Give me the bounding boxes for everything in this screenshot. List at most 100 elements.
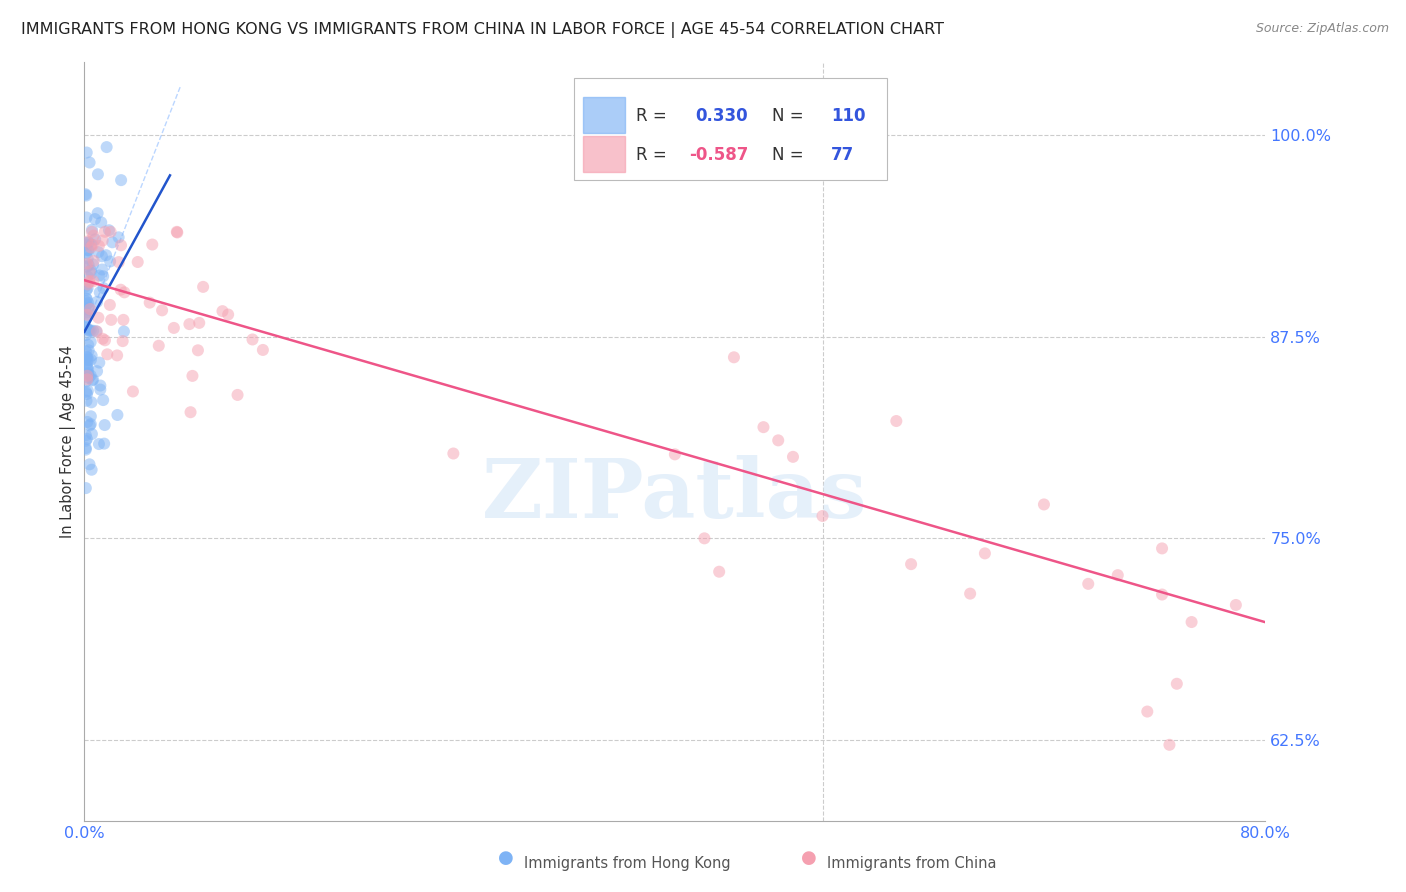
Point	[148, 339, 170, 353]
Point	[75, 428, 97, 442]
Point	[80, 223, 103, 237]
Point	[87, 167, 110, 181]
Point	[141, 237, 163, 252]
Point	[77, 352, 100, 367]
Point	[77, 296, 100, 310]
Point	[76, 393, 98, 408]
Point	[75, 188, 97, 202]
Point	[83, 254, 105, 268]
Point	[84, 324, 107, 338]
Text: ●: ●	[498, 849, 515, 867]
Point	[91, 269, 114, 284]
Point	[80, 417, 103, 431]
Point	[75, 235, 97, 250]
Point	[90, 215, 112, 229]
Point	[188, 316, 211, 330]
Text: ZIPatlas: ZIPatlas	[482, 455, 868, 534]
Point	[89, 378, 111, 392]
Point	[75, 441, 97, 455]
Point	[150, 303, 173, 318]
Point	[98, 223, 121, 237]
Point	[76, 252, 98, 266]
Point	[79, 301, 101, 316]
Point	[80, 349, 103, 363]
Point	[76, 281, 98, 295]
Point	[98, 254, 121, 268]
Point	[79, 264, 101, 278]
Point	[75, 310, 97, 325]
Point	[100, 313, 122, 327]
Text: Source: ZipAtlas.com: Source: ZipAtlas.com	[1256, 22, 1389, 36]
Point	[886, 414, 908, 428]
Point	[79, 418, 101, 433]
Point	[1166, 677, 1188, 691]
Point	[76, 269, 98, 284]
Text: N =: N =	[772, 146, 808, 164]
Point	[91, 332, 114, 346]
Point	[900, 557, 922, 571]
Point	[166, 226, 188, 240]
Point	[77, 322, 100, 336]
Point	[94, 248, 117, 262]
Point	[76, 415, 98, 429]
Point	[187, 343, 209, 358]
Point	[91, 234, 114, 248]
Point	[79, 155, 101, 169]
Point	[86, 206, 108, 220]
Point	[75, 442, 97, 457]
Point	[77, 371, 100, 385]
Point	[101, 235, 124, 250]
Point	[75, 237, 97, 252]
Point	[75, 291, 97, 305]
Point	[75, 305, 97, 319]
Point	[93, 436, 115, 450]
Text: 110: 110	[831, 106, 865, 125]
Point	[80, 323, 103, 337]
Point	[80, 266, 103, 280]
Point	[75, 350, 97, 364]
Text: Immigrants from China: Immigrants from China	[827, 856, 997, 871]
Point	[179, 317, 201, 331]
Point	[75, 384, 97, 399]
Point	[959, 586, 981, 600]
Point	[80, 352, 103, 367]
Point	[107, 255, 129, 269]
Point	[91, 262, 114, 277]
Point	[94, 333, 117, 347]
Point	[76, 145, 98, 160]
Point	[782, 450, 804, 464]
Point	[93, 417, 115, 432]
Point	[75, 344, 97, 359]
Point	[98, 298, 121, 312]
Point	[974, 546, 997, 560]
Point	[76, 372, 98, 386]
Point	[89, 285, 111, 300]
Point	[122, 384, 145, 399]
Point	[75, 293, 97, 308]
Point	[89, 268, 111, 283]
FancyBboxPatch shape	[582, 136, 626, 172]
Point	[76, 361, 98, 376]
Point	[77, 235, 100, 250]
Point	[91, 393, 114, 408]
Point	[82, 237, 104, 252]
Point	[77, 368, 100, 382]
Point	[75, 328, 97, 343]
Point	[664, 447, 686, 461]
Point	[80, 463, 103, 477]
Text: R =: R =	[636, 106, 672, 125]
Point	[107, 230, 129, 244]
Text: ●: ●	[800, 849, 817, 867]
Point	[76, 283, 98, 297]
Point	[76, 353, 98, 368]
Point	[1136, 705, 1159, 719]
Point	[75, 279, 97, 293]
Point	[93, 281, 115, 295]
Point	[1107, 568, 1129, 582]
Point	[82, 257, 104, 271]
Point	[77, 302, 100, 317]
Point	[100, 225, 122, 239]
Text: R =: R =	[636, 146, 672, 164]
Point	[112, 313, 135, 327]
Point	[1033, 498, 1056, 512]
